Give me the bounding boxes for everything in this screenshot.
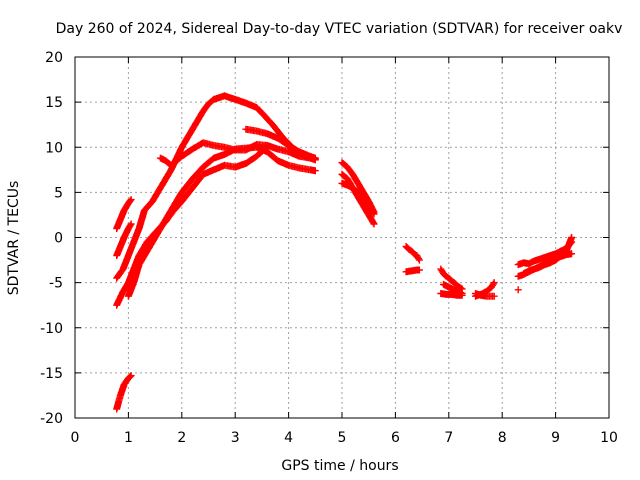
y-tick-label: -5: [49, 276, 63, 292]
x-tick-label: 8: [498, 430, 507, 446]
x-tick-label: 6: [391, 430, 400, 446]
x-tick-label: 9: [551, 430, 560, 446]
series-track-p: [440, 280, 466, 297]
series-track-h: [242, 125, 319, 162]
data-point-markers: [402, 266, 423, 276]
series-track-m: [402, 266, 423, 276]
data-point-markers: [113, 220, 135, 259]
y-tick-label: -10: [40, 321, 63, 337]
y-tick-label: -15: [40, 366, 63, 382]
x-tick-label: 10: [600, 430, 618, 446]
data-point-markers: [338, 179, 378, 218]
x-axis-label: GPS time / hours: [281, 458, 398, 474]
data-point-markers: [520, 250, 576, 278]
data-point-markers: [113, 372, 135, 413]
series-track-a: [113, 196, 135, 232]
axis-ticks: 0 1 2 3 4 5 6 7 8 9 10 -20 -15 -10 -5 0 5 10 15 20: [40, 50, 618, 446]
x-tick-label: 3: [231, 430, 240, 446]
series-track-r: [472, 290, 498, 300]
series-track-l: [402, 243, 423, 264]
y-tick-label: -20: [40, 411, 63, 427]
data-point-markers: [440, 280, 466, 297]
data-point-markers: [113, 196, 135, 232]
y-tick-label: 15: [45, 95, 63, 111]
data-point-markers: [402, 243, 423, 264]
y-tick-label: 10: [45, 140, 63, 156]
data-point-markers: [242, 125, 319, 162]
data-point-markers: [514, 286, 522, 294]
data-series: [113, 92, 576, 413]
grid: [75, 57, 609, 418]
y-tick-label: 20: [45, 50, 63, 66]
x-tick-label: 5: [338, 430, 347, 446]
series-track-b: [113, 220, 135, 259]
chart-title: Day 260 of 2024, Sidereal Day-to-day VTE…: [56, 21, 623, 37]
series-track-n: [437, 265, 466, 293]
y-axis-label: SDTVAR / TECUs: [6, 181, 22, 296]
series-track-v: [514, 286, 522, 294]
series-track-c: [113, 372, 135, 413]
x-tick-label: 2: [177, 430, 186, 446]
data-point-markers: [156, 139, 319, 169]
y-tick-label: 0: [54, 231, 63, 247]
x-tick-label: 7: [444, 430, 453, 446]
data-point-markers: [472, 290, 498, 300]
x-tick-label: 0: [71, 430, 80, 446]
series-track-u: [520, 250, 576, 278]
data-point-markers: [437, 265, 466, 293]
series-track-k: [338, 179, 378, 218]
y-tick-label: 5: [54, 185, 63, 201]
series-track-g: [156, 139, 319, 169]
x-tick-label: 1: [124, 430, 133, 446]
x-tick-label: 4: [284, 430, 293, 446]
